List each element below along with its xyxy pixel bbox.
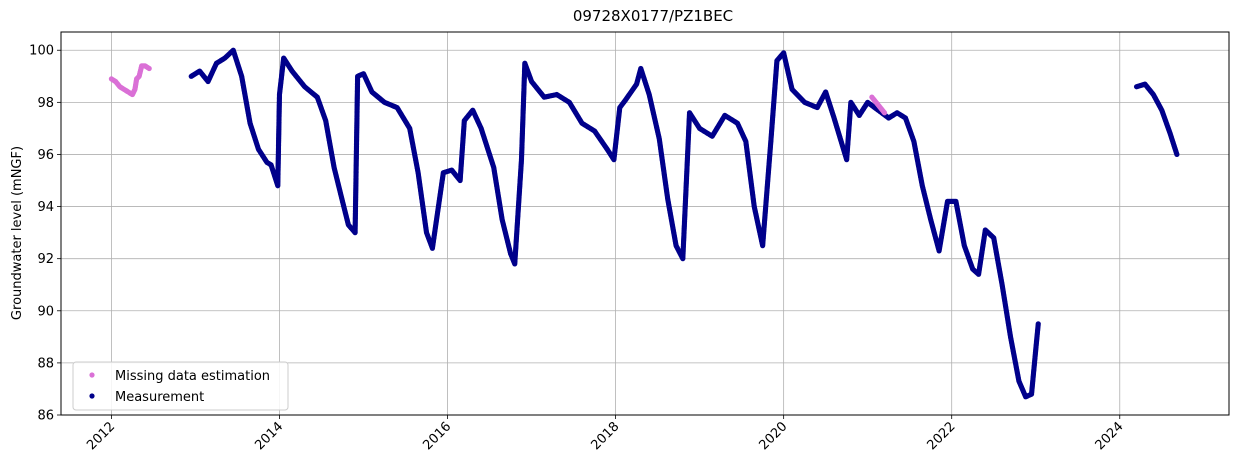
- x-tick-label: 2018: [588, 419, 622, 453]
- legend-box: [72, 361, 289, 411]
- x-tick-label: 2020: [756, 419, 790, 453]
- y-tick-label: 86: [37, 409, 54, 424]
- series-missing-data-estimation: [108, 63, 888, 116]
- x-axis: 2012 2014 2016 2018 2020 2022 2024: [84, 415, 1127, 453]
- legend-marker-measurement: [89, 393, 95, 399]
- legend: Missing data estimation Measurement: [72, 361, 289, 411]
- series-measurement: [188, 47, 1180, 400]
- y-axis-label: Groundwater level (mNGF): [10, 146, 25, 320]
- y-tick-label: 88: [37, 356, 54, 371]
- x-tick-label: 2016: [420, 419, 454, 453]
- legend-label-measurement: Measurement: [115, 390, 204, 405]
- x-tick-label: 2012: [84, 419, 118, 453]
- legend-marker-estimation: [89, 372, 95, 378]
- data-point: [1035, 321, 1041, 327]
- y-tick-label: 96: [37, 148, 54, 163]
- y-tick-label: 90: [37, 304, 54, 319]
- y-tick-label: 92: [37, 252, 54, 267]
- plot-frame: [60, 31, 1230, 416]
- x-tick-label: 2022: [925, 419, 959, 453]
- data-point: [146, 65, 152, 72]
- data-points: [108, 47, 1180, 400]
- x-tick-label: 2024: [1093, 419, 1127, 453]
- y-axis: 86 88 90 92 94 96 98 100: [29, 44, 61, 424]
- y-tick-label: 100: [29, 44, 54, 59]
- grid-lines: [61, 32, 1229, 416]
- data-point: [881, 110, 888, 116]
- y-tick-label: 98: [37, 96, 54, 111]
- legend-label-estimation: Missing data estimation: [115, 369, 270, 384]
- x-tick-label: 2014: [252, 419, 286, 453]
- y-tick-label: 94: [37, 200, 54, 215]
- chart-title: 09728X0177/PZ1BEC: [573, 7, 733, 25]
- data-point: [1174, 151, 1180, 158]
